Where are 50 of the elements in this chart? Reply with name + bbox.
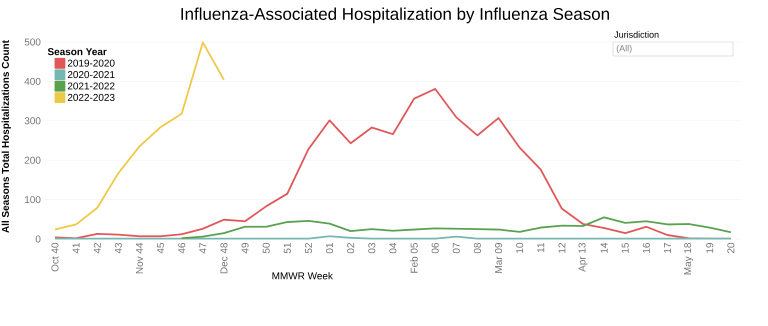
x-tick-label: 46 <box>178 242 186 254</box>
legend-label: 2019-2020 <box>68 60 115 67</box>
x-tick-label: Nov 44 <box>136 242 143 274</box>
x-tick-label: Feb 05 <box>410 242 418 273</box>
y-tick-label: 500 <box>24 38 40 46</box>
x-tick-label: 14 <box>600 242 608 253</box>
y-tick-label: 100 <box>25 196 40 204</box>
x-tick-label: Dec 48 <box>220 242 228 274</box>
x-tick-label: 49 <box>242 242 249 254</box>
y-tick-label: 300 <box>24 117 40 124</box>
x-tick-label: 42 <box>94 243 101 254</box>
legend-label: 2021-2022 <box>68 82 114 90</box>
y-axis-title: All Seasons Total Hospitalizations Count <box>2 40 11 233</box>
x-tick-label: 16 <box>642 242 650 253</box>
y-tick-label: 200 <box>24 156 40 164</box>
x-tick-label: 12 <box>558 243 566 253</box>
x-tick-label: Mar 09 <box>494 242 502 273</box>
annotation: (All) <box>616 44 632 54</box>
text: Jurisdiction <box>614 31 658 38</box>
line-series <box>180 216 732 240</box>
x-tick-label: 03 <box>368 242 376 254</box>
x-tick-label: 17 <box>664 243 671 253</box>
x-tick-label: 41 <box>72 243 80 254</box>
x-tick-label: 08 <box>474 242 481 254</box>
legend-title: Season Year <box>48 48 107 56</box>
x-tick-label: 52 <box>304 243 312 254</box>
chart-title: Influenza-Associated Hospitalization by Influenza Season <box>181 8 609 24</box>
legend-label: 2022-2023 <box>68 94 115 101</box>
x-tick-label: 02 <box>347 243 354 254</box>
y-tick-label: 400 <box>24 78 40 85</box>
x-tick-label: 10 <box>516 242 524 253</box>
x-tick-label: Oct 40 <box>51 242 58 272</box>
y-tick-label: 0 <box>36 235 40 243</box>
x-tick-label: 01 <box>326 243 334 254</box>
x-tick-label: 06 <box>432 242 439 254</box>
x-tick-label: 11 <box>537 243 544 252</box>
x-tick-label: 47 <box>199 243 206 254</box>
x-tick-label: 15 <box>622 242 629 253</box>
x-tick-label: 07 <box>452 243 460 254</box>
x-tick-label: 04 <box>389 242 396 254</box>
x-tick-label: Apr 13 <box>578 242 588 272</box>
x-tick-label: 51 <box>284 243 291 254</box>
x-tick-label: 45 <box>157 242 164 254</box>
legend-label: 2020-2021 <box>68 71 114 78</box>
x-tick-label: 43 <box>114 242 122 254</box>
x-tick-label: 20 <box>727 242 734 254</box>
x-tick-label: May 18 <box>684 242 694 274</box>
x-axis-title: MMWR Week <box>272 272 333 280</box>
x-tick-label: 50 <box>262 242 270 254</box>
x-tick-label: 19 <box>706 242 714 253</box>
